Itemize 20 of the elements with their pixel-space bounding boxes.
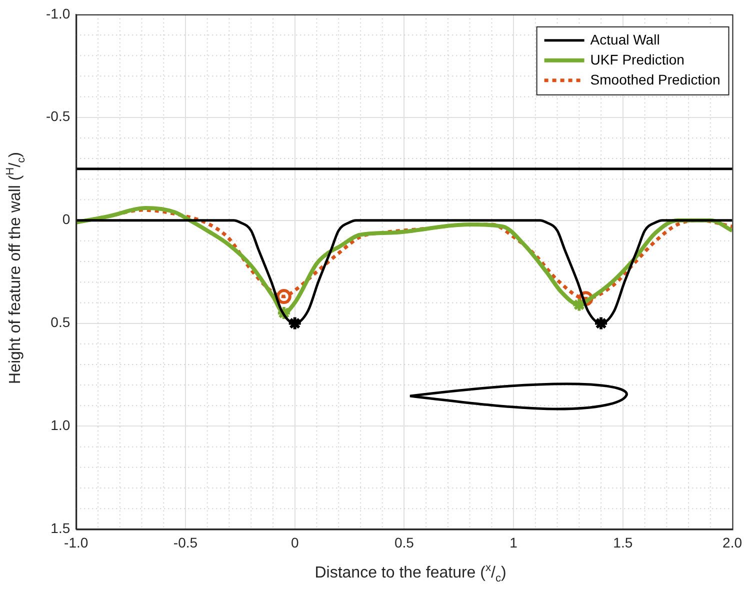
- y-tick-label: 1.5: [50, 520, 70, 536]
- legend-label: UKF Prediction: [590, 51, 684, 68]
- y-tick-label: 0.5: [50, 314, 70, 330]
- y-tick-label: 1.0: [50, 417, 70, 434]
- x-tick-label: 0: [290, 534, 299, 550]
- x-tick-label: 1.5: [613, 534, 633, 550]
- x-tick-label: 0.5: [394, 534, 414, 550]
- x-tick-label: -1.0: [64, 534, 88, 550]
- y-tick-label: -1.0: [46, 5, 70, 22]
- point: [276, 289, 292, 304]
- x-tick-label: -0.5: [173, 534, 198, 550]
- legend-label: Actual Wall: [590, 31, 660, 48]
- x-axis-title: Distance to the feature ($^{x}$/$_{c}$): [314, 562, 508, 585]
- point: [594, 316, 609, 331]
- x-tick-label: 2.0: [722, 534, 742, 550]
- y-tick-label: -0.5: [46, 108, 70, 124]
- point: [287, 316, 302, 331]
- legend-label: Smoothed Prediction: [590, 71, 720, 88]
- y-tick-label: 0: [62, 211, 70, 228]
- x-tick-label: 1: [510, 534, 518, 550]
